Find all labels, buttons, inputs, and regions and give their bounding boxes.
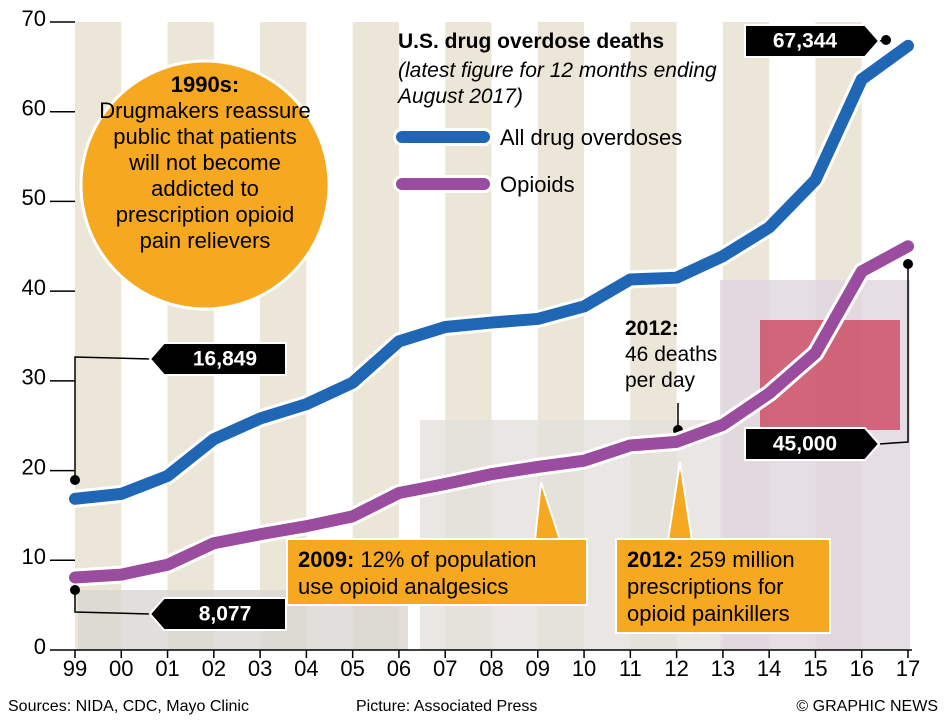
legend-label: Opioids [500, 172, 575, 197]
chart-title: U.S. drug overdose deaths [398, 30, 665, 53]
x-tick-label: 01 [155, 656, 179, 681]
y-tick-label: 30 [22, 365, 46, 390]
value-label-box [148, 597, 287, 631]
x-tick-label: 06 [387, 656, 411, 681]
annotation-text: 46 deaths per day [625, 343, 718, 392]
y-tick-label: 50 [22, 185, 46, 210]
annotation-label: 2012: [627, 547, 684, 572]
annotation-label: 2012: [625, 317, 679, 340]
x-tick-label: 04 [294, 656, 318, 681]
annotation-circle [79, 59, 331, 311]
x-tick-label: 10 [572, 656, 596, 681]
y-tick-label: 0 [34, 634, 46, 659]
x-tick-label: 99 [63, 656, 87, 681]
y-tick-label: 10 [22, 544, 46, 569]
annotation-text: 12% of population use opioid analgesics [298, 547, 537, 599]
x-tick-label: 17 [896, 656, 920, 681]
x-tick-label: 09 [526, 656, 550, 681]
x-tick-label: 00 [109, 656, 133, 681]
credit: Picture: Associated Press [356, 698, 538, 715]
x-tick-label: 02 [202, 656, 226, 681]
y-tick-label: 70 [22, 6, 46, 31]
y-tick-label: 20 [22, 454, 46, 479]
value-label: 16,849 [193, 348, 257, 371]
annotation-text: Drugmakers reassure public that patients… [99, 98, 311, 253]
annotation-2012-deaths: 2012: 46 deaths per day [625, 316, 745, 394]
annotation-1990s: 1990s: Drugmakers reassure public that pa… [95, 72, 315, 254]
y-tick-label: 40 [22, 275, 46, 300]
x-tick-label: 03 [248, 656, 272, 681]
leader-line [74, 590, 151, 615]
x-tick-label: 08 [479, 656, 503, 681]
annotation-label: 2009: [298, 547, 355, 572]
value-label: 8,077 [199, 603, 252, 626]
annotation-label: 1990s: [170, 72, 240, 97]
series-line [69, 240, 914, 584]
value-label-box [744, 24, 881, 58]
x-tick-label: 12 [664, 656, 688, 681]
x-tick-label: 16 [849, 656, 873, 681]
copyright: © GRAPHIC NEWS [796, 698, 938, 715]
value-label-box [744, 427, 881, 461]
legend-label: All drug overdoses [500, 125, 683, 150]
annotation-2012-prescriptions: 2012: 259 million prescriptions for opio… [615, 538, 831, 634]
value-label: 67,344 [773, 30, 838, 53]
x-tick-label: 07 [433, 656, 457, 681]
leader-line [878, 264, 909, 445]
x-tick-label: 15 [803, 656, 827, 681]
x-tick-label: 05 [340, 656, 364, 681]
x-tick-label: 14 [757, 656, 781, 681]
series-line [69, 39, 914, 505]
leader-dot [881, 35, 891, 45]
annotation-2009: 2009: 12% of population use opioid analg… [286, 538, 588, 606]
value-label-box [148, 342, 287, 376]
x-tick-label: 13 [711, 656, 735, 681]
leader-dot [903, 259, 913, 269]
chart-subtitle: (latest figure for 12 months ending Augu… [398, 59, 717, 108]
leader-dot [70, 475, 80, 485]
leader-dot [70, 585, 80, 595]
y-tick-label: 60 [22, 96, 46, 121]
x-tick-label: 11 [619, 656, 642, 681]
value-label: 45,000 [773, 433, 837, 456]
leader-line [74, 356, 151, 480]
annotation-text: 259 million prescriptions for opioid pai… [627, 547, 795, 626]
sources: Sources: NIDA, CDC, Mayo Clinic [8, 698, 249, 715]
